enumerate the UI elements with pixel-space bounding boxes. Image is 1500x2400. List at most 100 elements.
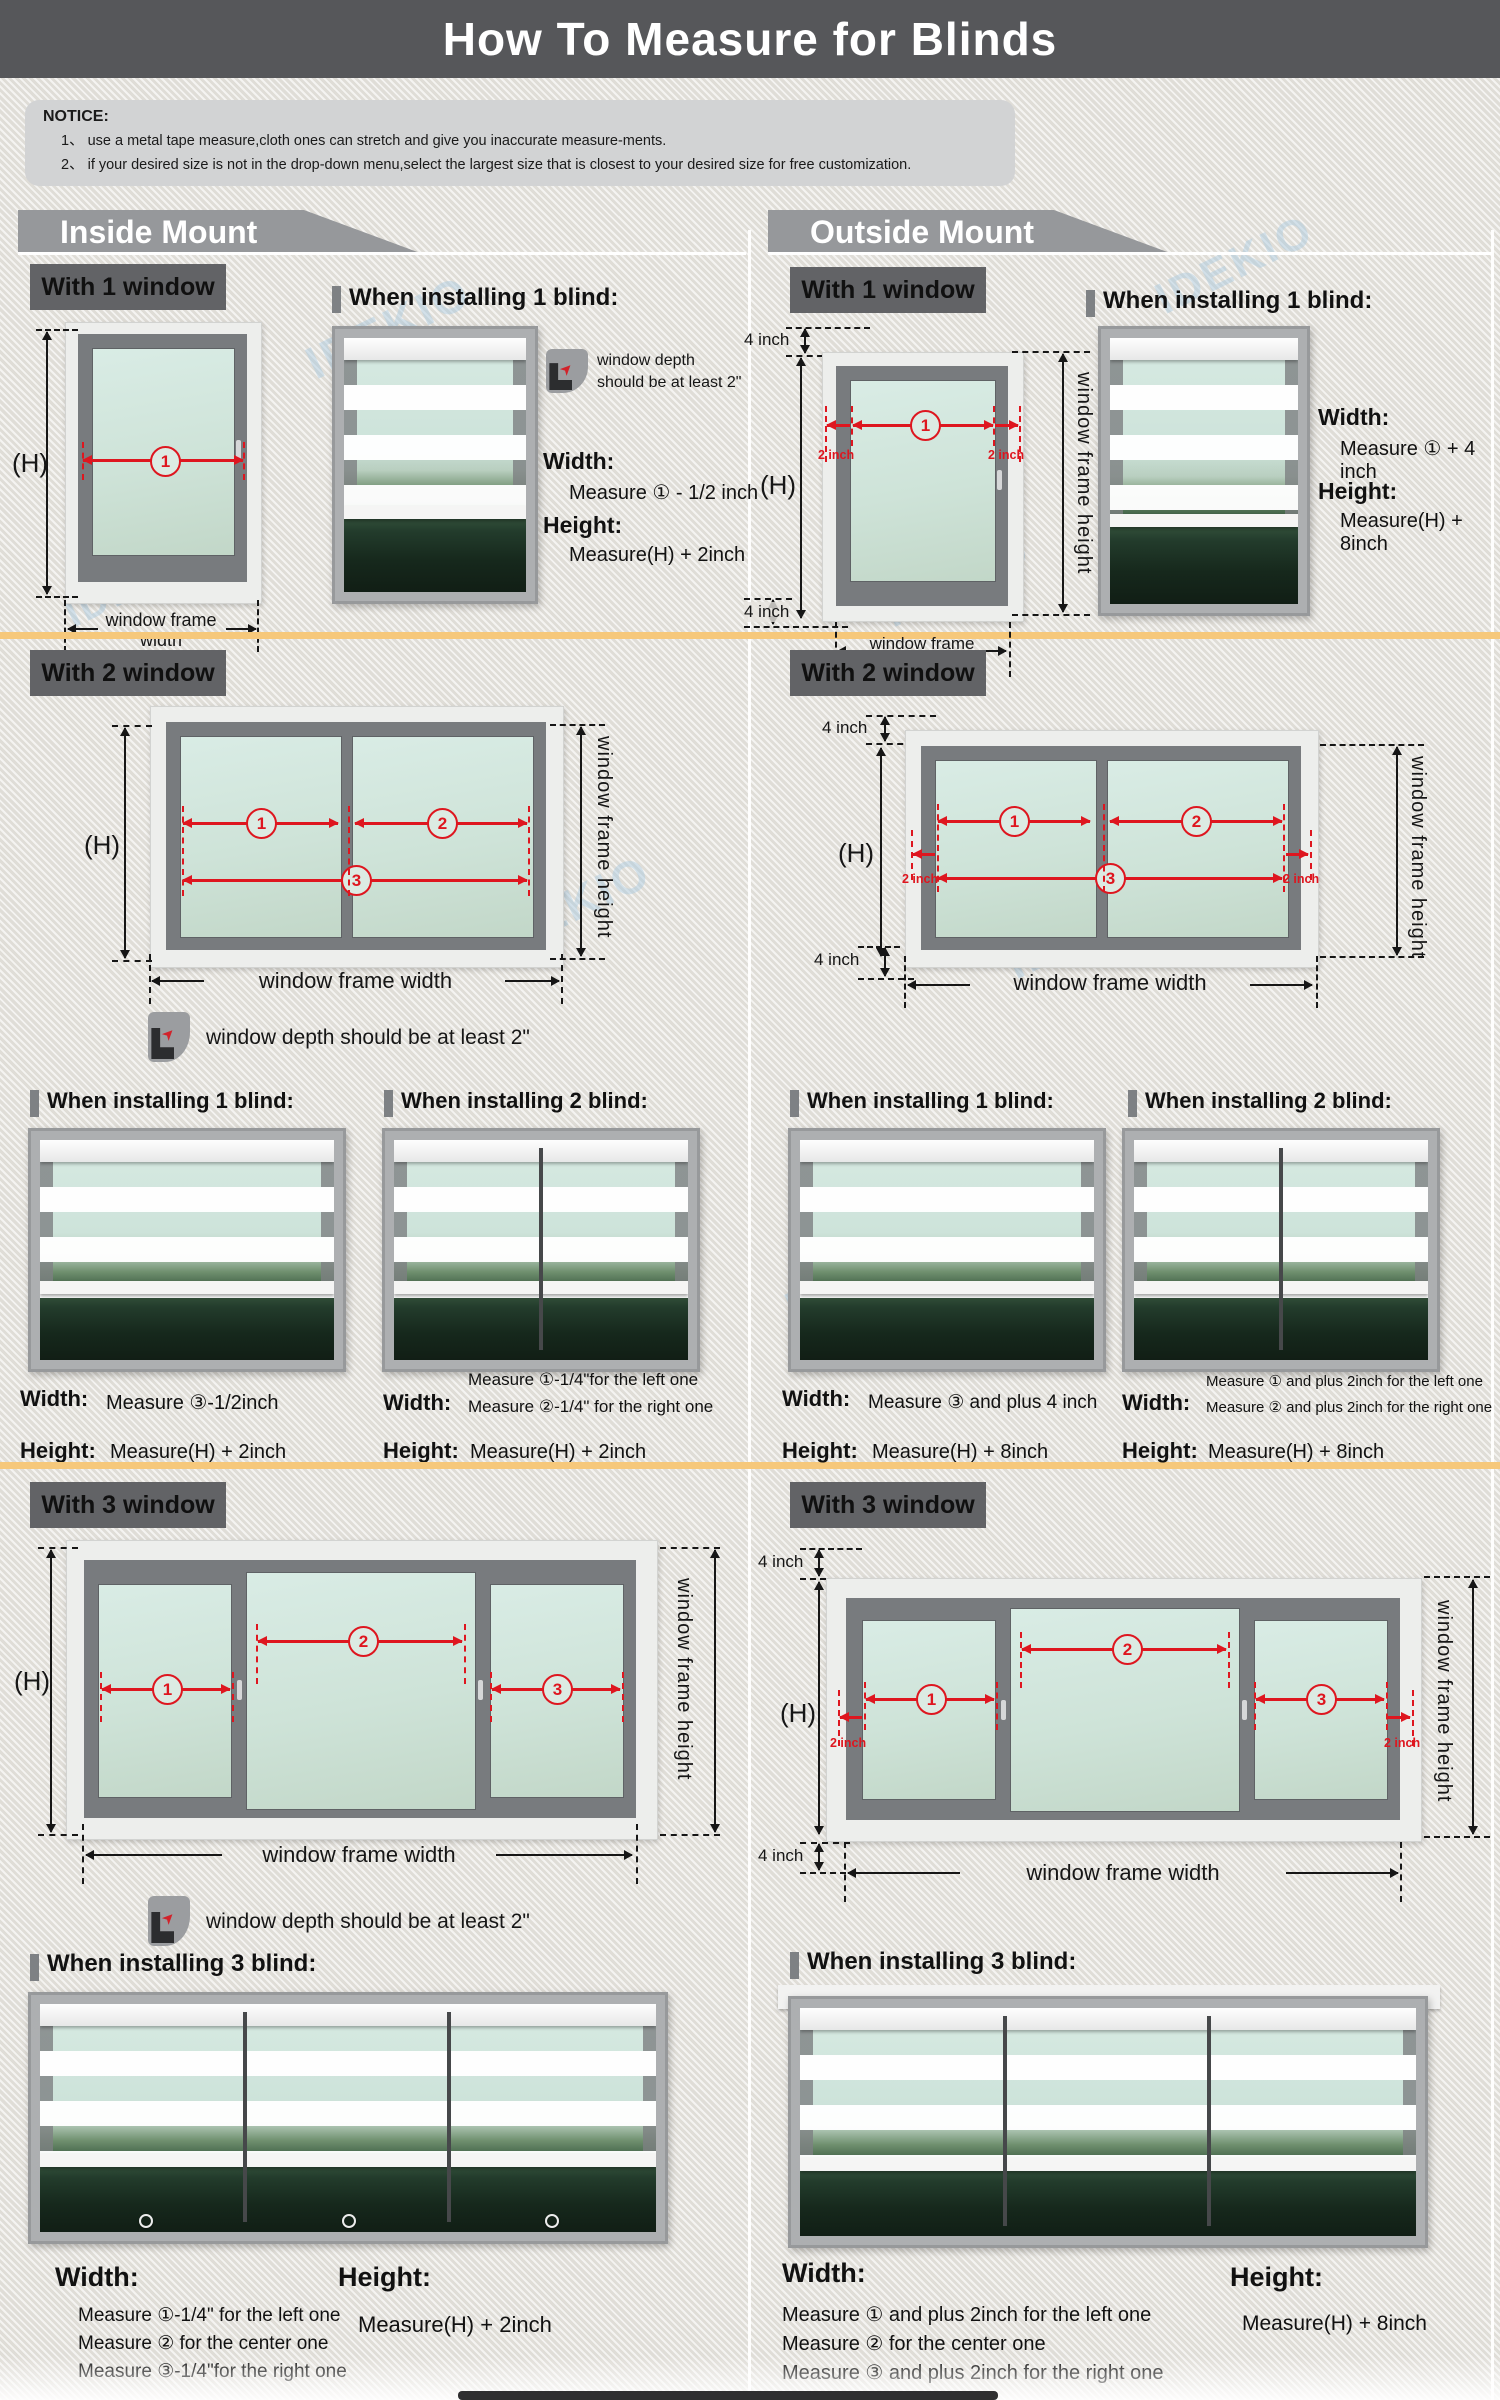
width-label: Width: [782,1386,851,1411]
badge-outside-3-window: With 3 window [790,1482,986,1528]
two-inch-label: 2 inch [1384,1736,1421,1750]
pull-ring [138,2214,153,2228]
window-depth-icon: ➤ [546,349,588,393]
dashed-tick [844,1842,846,1902]
window-glass [1107,760,1289,938]
red-pin-icon: ➤ [158,1907,180,1929]
heading-outside-2-blind2: When installing 2 blind: [1145,1088,1392,1113]
blind-split-line [1279,1148,1283,1350]
bottom-bar [458,2391,998,2400]
blind-image-inside-2b [382,1128,700,1372]
notice-item-2: 2、 if your desired size is not in the dr… [61,157,912,173]
measure-circle-1: 1 [916,1684,947,1715]
heading-inside-3: When installing 3 blind: [47,1950,317,1977]
mesh-edge [1081,1162,1094,1299]
mesh-edge [1110,360,1123,525]
height-arrow [814,1581,824,1835]
window-frame-width-label: window frame width [258,968,453,993]
red-dashed-tick [1310,830,1312,880]
depth-note: window depth should be at least 2" [206,1026,530,1049]
window-handle [478,1680,483,1700]
dashed-line [550,724,605,726]
height-value-inside-3: Measure(H) + 2inch [358,2312,552,2337]
dashed-tick [1400,1842,1402,1902]
blind-image-outside-3 [788,1996,1428,2248]
two-inch-label: 2 inch [818,448,855,462]
height-value-inside-2b: Measure(H) + 2inch [470,1441,647,1463]
dashed-line [112,960,152,962]
dashed-line [550,958,605,960]
blind-image-inside-2a [28,1128,346,1372]
blind-view [394,1140,688,1360]
badge-inside-3-window: With 3 window [30,1482,226,1528]
dashed-line [36,596,78,598]
window-frame-width-label: window frame width [1026,1860,1220,1885]
measure-circle-1: 1 [999,806,1030,837]
h-label: (H) [84,830,121,860]
two-inch-arrow-right [995,420,1019,430]
zebra-stripes [800,1162,1094,1299]
depth-note: window depth should be at least 2" [597,350,741,393]
mesh-edge [1415,1162,1428,1299]
width-value-inside-2b-l1: Measure ①-1/4"for the left one [468,1370,699,1389]
blind-rail [1110,513,1298,527]
h-label: (H) [760,470,797,500]
dashed-line [38,1547,78,1549]
blind-image-outside-1 [1098,326,1310,616]
zebra-stripes [40,1162,334,1299]
h-label: (H) [12,448,49,478]
red-dashed-tick [864,1682,866,1730]
red-dashed-tick [1020,1632,1022,1688]
red-dashed-tick [1103,804,1105,892]
heading-outside-1: When installing 1 blind: [1103,287,1373,314]
dashed-line [800,1842,850,1844]
four-inch-label: 4 inch [758,1846,804,1865]
width-value-outside-2b-l1: Measure ① and plus 2inch for the left on… [1206,1373,1483,1390]
heading-inside-1: When installing 1 blind: [349,284,619,311]
width-label: Width: [55,2262,139,2292]
blind-rail [800,2158,1416,2172]
dashed-line [858,978,914,980]
inside-mount-banner: Inside Mount [18,210,423,254]
height-label: Height: [1122,1438,1198,1463]
measure-circle-2: 2 [1112,1634,1143,1665]
mesh-edge [321,1162,334,1299]
dashed-line [660,1547,720,1549]
height-value-outside-3: Measure(H) + 8inch [1242,2312,1427,2335]
measure-circle-1: 1 [910,410,941,441]
two-inch-label: 2 inch [902,872,939,886]
red-dashed-tick [851,406,853,446]
width-label: Width: [543,448,615,474]
heading-inside-2-blind2: When installing 2 blind: [401,1088,648,1113]
wfw-line1: window frame [105,610,217,630]
four-inch-label: 4 inch [814,950,860,969]
blind-split-line [1206,2016,1211,2226]
dashed-line [800,1548,862,1550]
dashed-tick [904,956,906,1008]
blind-view [40,2004,656,2232]
height-value-outside-1: Measure(H) + 8inch [1340,510,1463,555]
four-inch-label: 4 inch [744,330,790,349]
zebra-stripes [800,2030,1416,2172]
heading-bar [790,1952,799,1979]
window-handle [1001,1700,1006,1720]
dashed-line [38,1834,78,1836]
width-value-inside-3-l2: Measure ② for the center one [78,2333,329,2354]
dashed-tick [257,600,259,652]
orange-divider [0,632,1500,639]
right-edge-line [1491,230,1494,2400]
measure-circle-2: 2 [348,1626,379,1657]
measure-circle-3: 3 [341,865,372,896]
orange-divider [0,1462,1500,1469]
heading-bar [332,286,341,313]
red-dashed-tick [490,1672,492,1722]
heading-bar [30,1954,39,1981]
blind-rail [344,505,526,519]
page-title: How To Measure for Blinds [442,13,1058,65]
window-handle [1242,1700,1247,1720]
red-dashed-tick [528,806,530,896]
red-dashed-tick [232,1672,234,1722]
height-value-outside-2b: Measure(H) + 8inch [1208,1441,1385,1463]
blind-view [800,1140,1094,1360]
red-dashed-tick [82,442,84,480]
